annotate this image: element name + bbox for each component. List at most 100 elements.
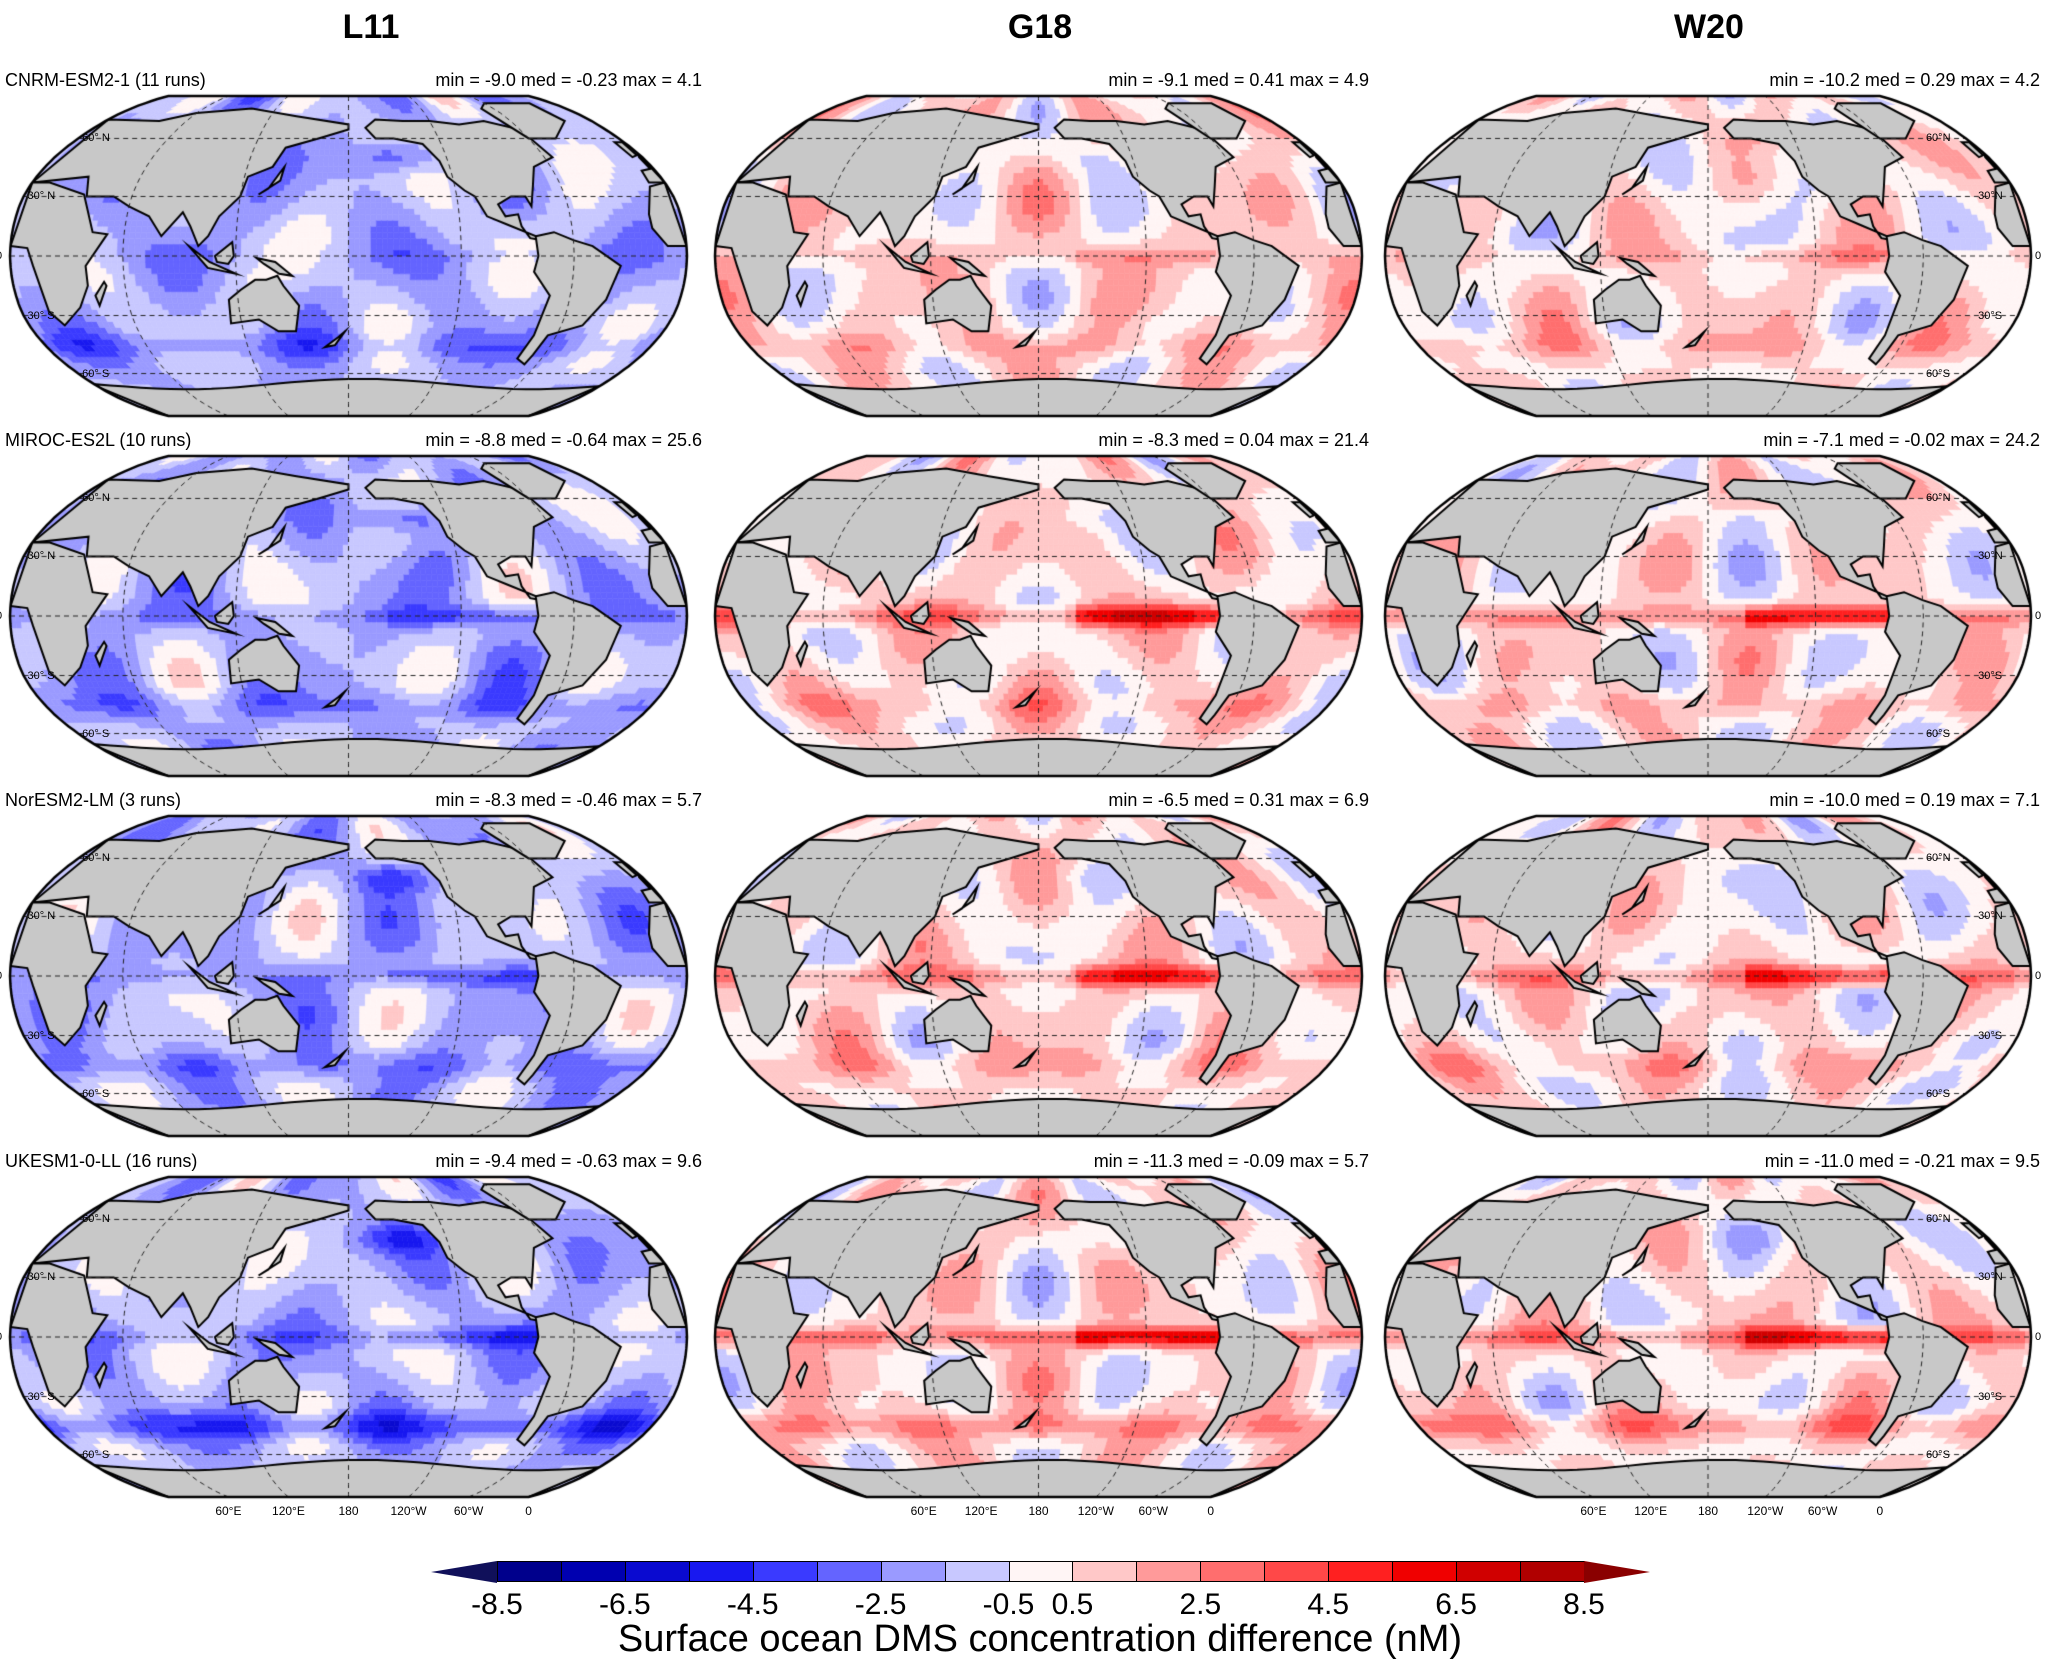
lon-label: 120°E <box>1634 1504 1668 1518</box>
lon-label: 120°E <box>964 1504 998 1518</box>
lat-label: 60°N <box>1925 492 1951 505</box>
lat-label: 0 <box>2035 250 2042 262</box>
map-panel-w20-3 <box>1382 813 2034 1139</box>
panel-stats: min = -8.3 med = -0.46 max = 5.7 <box>435 790 702 810</box>
lat-label: 30° N <box>27 550 56 563</box>
lat-label: 30°S <box>1978 1390 2003 1403</box>
lat-label: 0 <box>0 1331 2 1343</box>
lon-label: 0 <box>1207 1504 1214 1518</box>
colorbar-box <box>560 1561 626 1582</box>
colorbar <box>431 1561 1650 1584</box>
colorbar-tick-label: 8.5 <box>1563 1588 1605 1621</box>
lon-label: 60°E <box>1580 1504 1607 1518</box>
map-panel-l11-1 <box>7 93 690 419</box>
colorbar-box <box>880 1561 946 1582</box>
map-panel-w20-1 <box>1382 93 2034 419</box>
colorbar-box <box>624 1561 690 1582</box>
colorbar-tick-label: 2.5 <box>1179 1588 1222 1621</box>
lat-label: 30° S <box>27 309 55 322</box>
colorbar-box <box>752 1561 818 1582</box>
lat-label: 60°N <box>1925 132 1951 145</box>
colorbar-box <box>1520 1561 1585 1582</box>
colorbar-tick-label: 0.5 <box>1051 1588 1094 1621</box>
lon-label: 120°E <box>272 1504 305 1518</box>
column-title-l11: L11 <box>342 8 400 46</box>
lat-label: 30°S <box>1978 669 2003 682</box>
colorbar-box <box>1328 1561 1394 1582</box>
map-panel-w20-4 <box>1382 1174 2034 1500</box>
lat-label: 60°S <box>1925 1087 1950 1100</box>
lon-label: 60°W <box>453 1504 484 1518</box>
colorbar-box <box>1392 1561 1458 1582</box>
panel-stats: min = -9.1 med = 0.41 max = 4.9 <box>1108 70 1369 90</box>
lon-label: 0 <box>525 1504 532 1518</box>
lon-label: 60°E <box>215 1504 242 1518</box>
lat-label: 30°N <box>1978 190 2003 203</box>
colorbar-tick-label: -8.5 <box>471 1588 523 1621</box>
colorbar-tick-label: 6.5 <box>1435 1588 1477 1621</box>
lon-label: 60°W <box>1138 1504 1169 1518</box>
colorbar-tick-label: -6.5 <box>599 1588 651 1621</box>
colorbar-tick-label: -2.5 <box>854 1588 907 1621</box>
lat-label: 30°N <box>1978 910 2003 923</box>
lat-label: 30°S <box>1978 1029 2003 1042</box>
colorbar-max-extend-triangle <box>1584 1561 1650 1583</box>
lon-label: 0 <box>1876 1504 1884 1518</box>
panel-stats: min = -9.0 med = -0.23 max = 4.1 <box>435 70 702 90</box>
colorbar-box <box>497 1561 562 1582</box>
row-model-label: NorESM2-LM (3 runs) <box>5 790 182 810</box>
row-model-label: MIROC-ES2L (10 runs) <box>5 430 192 450</box>
lat-label: 0 <box>2035 610 2042 622</box>
lon-label: 180 <box>338 1504 359 1518</box>
lat-label: 0 <box>0 250 2 262</box>
lat-label: 30° S <box>27 1029 55 1042</box>
lat-label: 30°S <box>1978 309 2003 322</box>
lon-label: 60°E <box>910 1504 937 1518</box>
panel-stats: min = -8.8 med = -0.64 max = 25.6 <box>425 430 702 450</box>
lat-label: 60°S <box>1925 727 1950 740</box>
lat-label: 30° S <box>27 669 55 682</box>
lon-label: 60°W <box>1807 1504 1838 1518</box>
panel-stats: min = -10.2 med = 0.29 max = 4.2 <box>1769 70 2040 90</box>
row-model-label: UKESM1-0-LL (16 runs) <box>5 1151 198 1171</box>
lon-label: 180 <box>1028 1504 1049 1518</box>
panel-stats: min = -6.5 med = 0.31 max = 6.9 <box>1108 790 1369 810</box>
lat-label: 60° N <box>82 492 110 505</box>
map-panel-g18-2 <box>712 453 1365 779</box>
map-panel-l11-3 <box>7 813 690 1139</box>
lat-label: 30° N <box>27 190 56 203</box>
colorbar-tick-label: -0.5 <box>982 1588 1035 1621</box>
row-model-label: CNRM-ESM2-1 (11 runs) <box>5 70 206 90</box>
colorbar-min-extend-triangle <box>431 1561 497 1583</box>
lat-label: 60°S <box>1925 367 1950 380</box>
map-panel-g18-4 <box>712 1174 1365 1500</box>
lat-label: 0 <box>0 610 2 622</box>
colorbar-box <box>1264 1561 1330 1582</box>
colorbar-box <box>1136 1561 1202 1582</box>
lat-label: 60° S <box>82 367 110 380</box>
lat-label: 60° N <box>82 132 110 145</box>
lat-label: 60° S <box>82 1448 110 1461</box>
lat-label: 30°N <box>1978 1271 2003 1284</box>
lat-label: 60° S <box>82 727 110 740</box>
lat-label: 30° N <box>27 910 56 923</box>
map-panel-g18-3 <box>712 813 1365 1139</box>
lat-label: 60°N <box>1925 1213 1951 1226</box>
lat-label: 0 <box>2035 1331 2042 1343</box>
lon-label: 120°W <box>1747 1504 1784 1518</box>
colorbar-title: Surface ocean DMS concentration differen… <box>617 1618 1463 1660</box>
lat-label: 60° N <box>82 852 110 865</box>
panel-stats: min = -7.1 med = -0.02 max = 24.2 <box>1763 430 2040 450</box>
colorbar-tick-label: 4.5 <box>1307 1588 1350 1621</box>
panel-stats: min = -8.3 med = 0.04 max = 21.4 <box>1098 430 1369 450</box>
colorbar-box <box>816 1561 882 1582</box>
lat-label: 0 <box>0 970 2 982</box>
colorbar-box <box>1008 1561 1074 1582</box>
colorbar-box <box>1200 1561 1266 1582</box>
colorbar-box <box>688 1561 754 1582</box>
colorbar-box <box>1072 1561 1138 1582</box>
panel-stats: min = -10.0 med = 0.19 max = 7.1 <box>1769 790 2040 810</box>
lat-label: 60° N <box>82 1213 110 1226</box>
column-title-g18: G18 <box>1007 8 1073 46</box>
column-title-w20: W20 <box>1674 8 1744 46</box>
